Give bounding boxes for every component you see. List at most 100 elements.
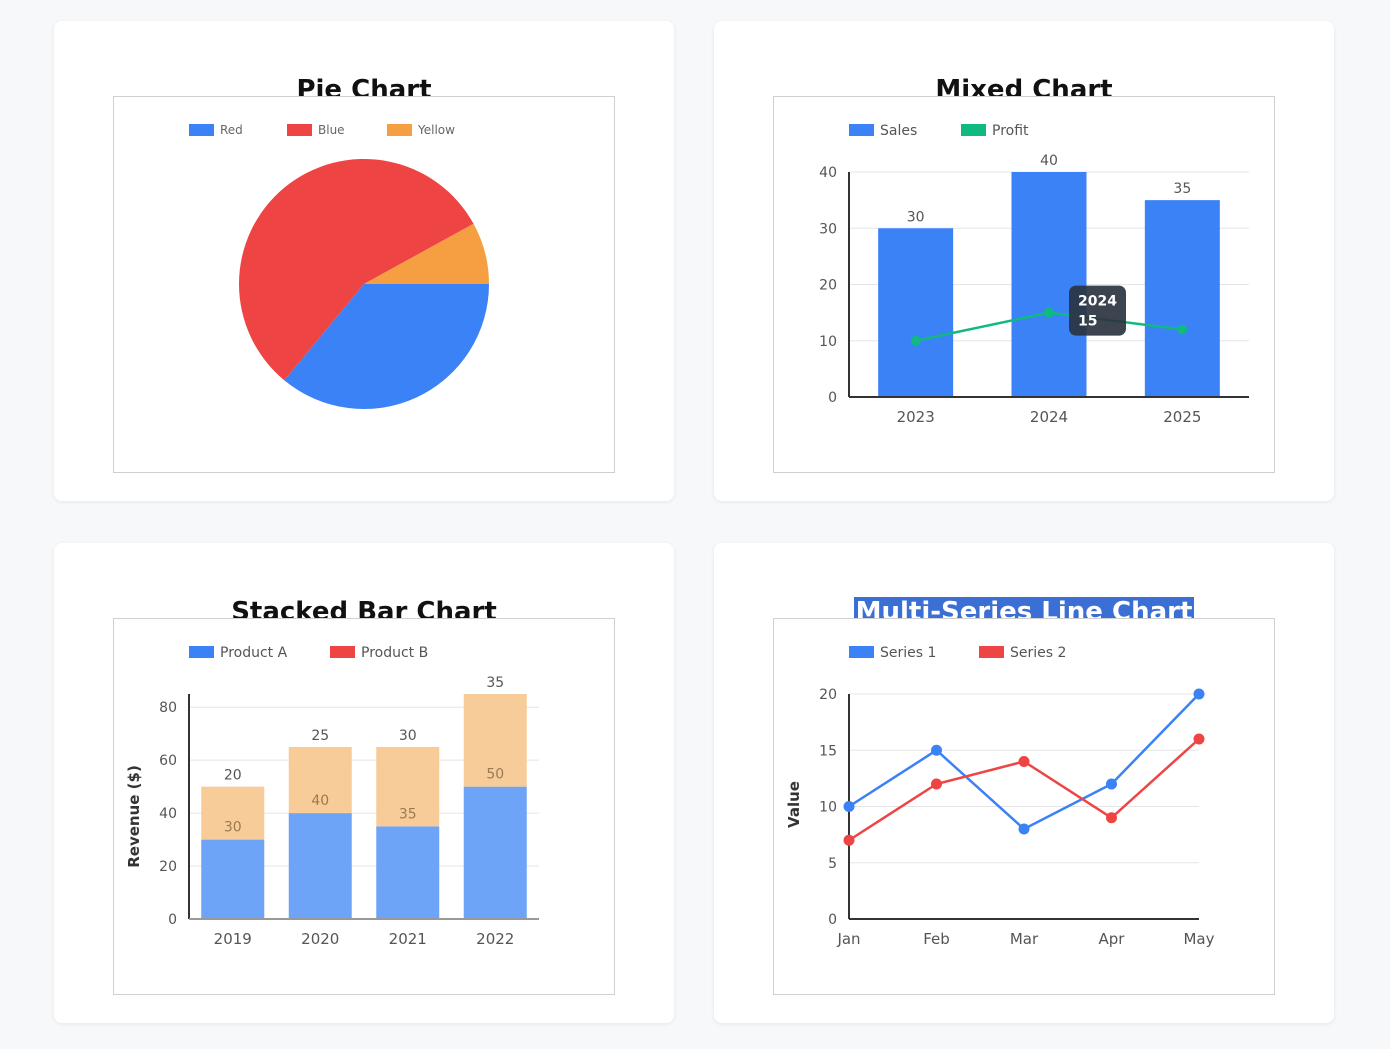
legend-swatch-profit: [961, 124, 986, 136]
tooltip-box: [1069, 285, 1126, 336]
bar-product-a-2019: [201, 839, 265, 919]
mixed-chart-frame: Sales Profit 0 10 20 30 40 30 2023 40 2024 35 2025 20…: [773, 96, 1275, 473]
legend-label-sales: Sales: [880, 123, 917, 139]
stacked-bar-chart-card: Stacked Bar Chart Product A Product B Reve…: [54, 543, 674, 1023]
y-tick-0: 0: [828, 912, 837, 928]
x-tick-2023: 2023: [897, 408, 935, 426]
line-chart-svg: Series 1 Series 2 Value 0 5 10 15 20 Jan Feb Mar Ap…: [785, 645, 1215, 948]
data-label-product-a-2022: 50: [486, 767, 504, 783]
bar-product-b-2020: [288, 746, 352, 814]
data-label-product-a-2020: 40: [311, 793, 329, 809]
y-tick-20: 20: [819, 278, 837, 294]
point-series-2-may: [1193, 733, 1205, 745]
y-tick-60: 60: [159, 753, 177, 769]
point-profit-2024: [1044, 307, 1054, 318]
point-profit-2025: [1177, 324, 1188, 335]
mixed-chart-card: Mixed Chart Sales Profit 0 10 20 30 40 30 2023 40…: [714, 21, 1334, 501]
data-label-product-b-2019: 20: [224, 768, 242, 784]
legend-label-series-2: Series 2: [1010, 645, 1066, 661]
data-label-product-b-2021: 30: [399, 728, 417, 744]
point-series-2-feb: [931, 778, 942, 790]
data-label-sales-2025: 35: [1173, 181, 1191, 197]
y-axis-label: Value: [785, 781, 803, 828]
legend-label-red: Red: [220, 123, 243, 137]
data-label-sales-2024: 40: [1040, 153, 1058, 169]
legend-swatch-product-b: [330, 646, 355, 658]
pie-slice-red-region: [239, 159, 474, 381]
x-tick-feb: Feb: [923, 930, 950, 948]
legend-label-series-1: Series 1: [880, 645, 936, 661]
bar-sales-2025: [1144, 200, 1220, 397]
stacked-bar-chart-frame: Product A Product B Revenue ($) 0 20 40 60 80 30…: [113, 618, 615, 995]
y-tick-30: 30: [819, 221, 837, 237]
point-profit-2023: [910, 335, 921, 346]
pie-slice-blue-region: [284, 284, 489, 410]
pie-chart-card: Pie Chart Red Blue Yellow: [54, 21, 674, 501]
y-tick-0: 0: [828, 390, 837, 406]
line-chart-card: Multi-Series Line Chart Series 1 Series 2…: [714, 543, 1334, 1023]
legend-label-product-b: Product B: [361, 645, 428, 661]
legend-label-profit: Profit: [992, 123, 1029, 139]
tooltip-value: 15: [1078, 314, 1097, 330]
y-tick-5: 5: [828, 856, 837, 872]
bar-product-a-2020: [288, 813, 352, 919]
y-tick-15: 15: [819, 743, 837, 759]
point-series-1-may: [1193, 688, 1205, 700]
y-tick-20: 20: [819, 687, 837, 703]
pie-slice-yellow-region: [364, 223, 489, 284]
bar-product-b-2021: [376, 746, 440, 827]
data-label-product-b-2020: 25: [311, 728, 329, 744]
y-tick-0: 0: [168, 912, 177, 928]
legend-swatch-series-2: [979, 646, 1004, 658]
x-tick-may: May: [1183, 930, 1214, 948]
point-series-1-feb: [931, 744, 942, 756]
point-series-2-apr: [1106, 812, 1117, 824]
bar-product-a-2021: [376, 826, 440, 919]
tooltip-category: 2024: [1078, 294, 1117, 310]
y-tick-20: 20: [159, 859, 177, 875]
pie-chart-frame: Red Blue Yellow: [113, 96, 615, 473]
pie-chart-svg: Red Blue Yellow: [189, 123, 489, 410]
bar-product-b-2022: [463, 694, 527, 787]
legend-swatch-blue: [287, 124, 312, 136]
y-tick-40: 40: [159, 806, 177, 822]
data-label-product-b-2022: 35: [486, 675, 504, 691]
legend-swatch-product-a: [189, 646, 214, 658]
point-series-2-jan: [843, 834, 855, 846]
legend-label-blue: Blue: [318, 123, 345, 137]
point-series-1-apr: [1106, 778, 1117, 790]
point-series-2-mar: [1018, 756, 1030, 767]
legend-label-yellow: Yellow: [417, 123, 455, 137]
bar-sales-2023: [878, 228, 954, 397]
x-tick-2020: 2020: [301, 930, 339, 948]
legend-swatch-series-1: [849, 646, 874, 658]
point-series-1-jan: [843, 801, 855, 812]
data-label-product-a-2019: 30: [224, 820, 242, 836]
y-axis-label: Revenue ($): [125, 765, 143, 868]
bar-product-b-2019: [201, 786, 265, 840]
mixed-chart-svg: Sales Profit 0 10 20 30 40 30 2023 40 2024 35 2025 20…: [819, 123, 1249, 426]
x-tick-2021: 2021: [389, 930, 427, 948]
x-tick-2019: 2019: [214, 930, 252, 948]
stacked-bar-chart-svg: Product A Product B Revenue ($) 0 20 40 60 80 30…: [125, 645, 539, 948]
x-tick-2022: 2022: [476, 930, 514, 948]
x-tick-2024: 2024: [1030, 408, 1068, 426]
y-tick-80: 80: [159, 700, 177, 716]
y-tick-40: 40: [819, 165, 837, 181]
bar-sales-2024: [1011, 172, 1087, 397]
x-tick-apr: Apr: [1099, 930, 1126, 948]
x-tick-mar: Mar: [1010, 930, 1039, 948]
x-tick-2025: 2025: [1163, 408, 1201, 426]
x-tick-jan: Jan: [836, 930, 860, 948]
line-chart-frame: Series 1 Series 2 Value 0 5 10 15 20 Jan Feb Mar Ap…: [773, 618, 1275, 995]
legend-swatch-yellow: [387, 124, 412, 136]
y-tick-10: 10: [819, 334, 837, 350]
data-label-product-a-2021: 35: [399, 806, 417, 822]
legend-swatch-sales: [849, 124, 874, 136]
y-tick-10: 10: [819, 800, 837, 816]
bar-product-a-2022: [463, 786, 527, 919]
legend-label-product-a: Product A: [220, 645, 288, 661]
point-series-1-mar: [1018, 823, 1030, 835]
legend-swatch-red: [189, 124, 214, 136]
data-label-sales-2023: 30: [907, 209, 925, 225]
